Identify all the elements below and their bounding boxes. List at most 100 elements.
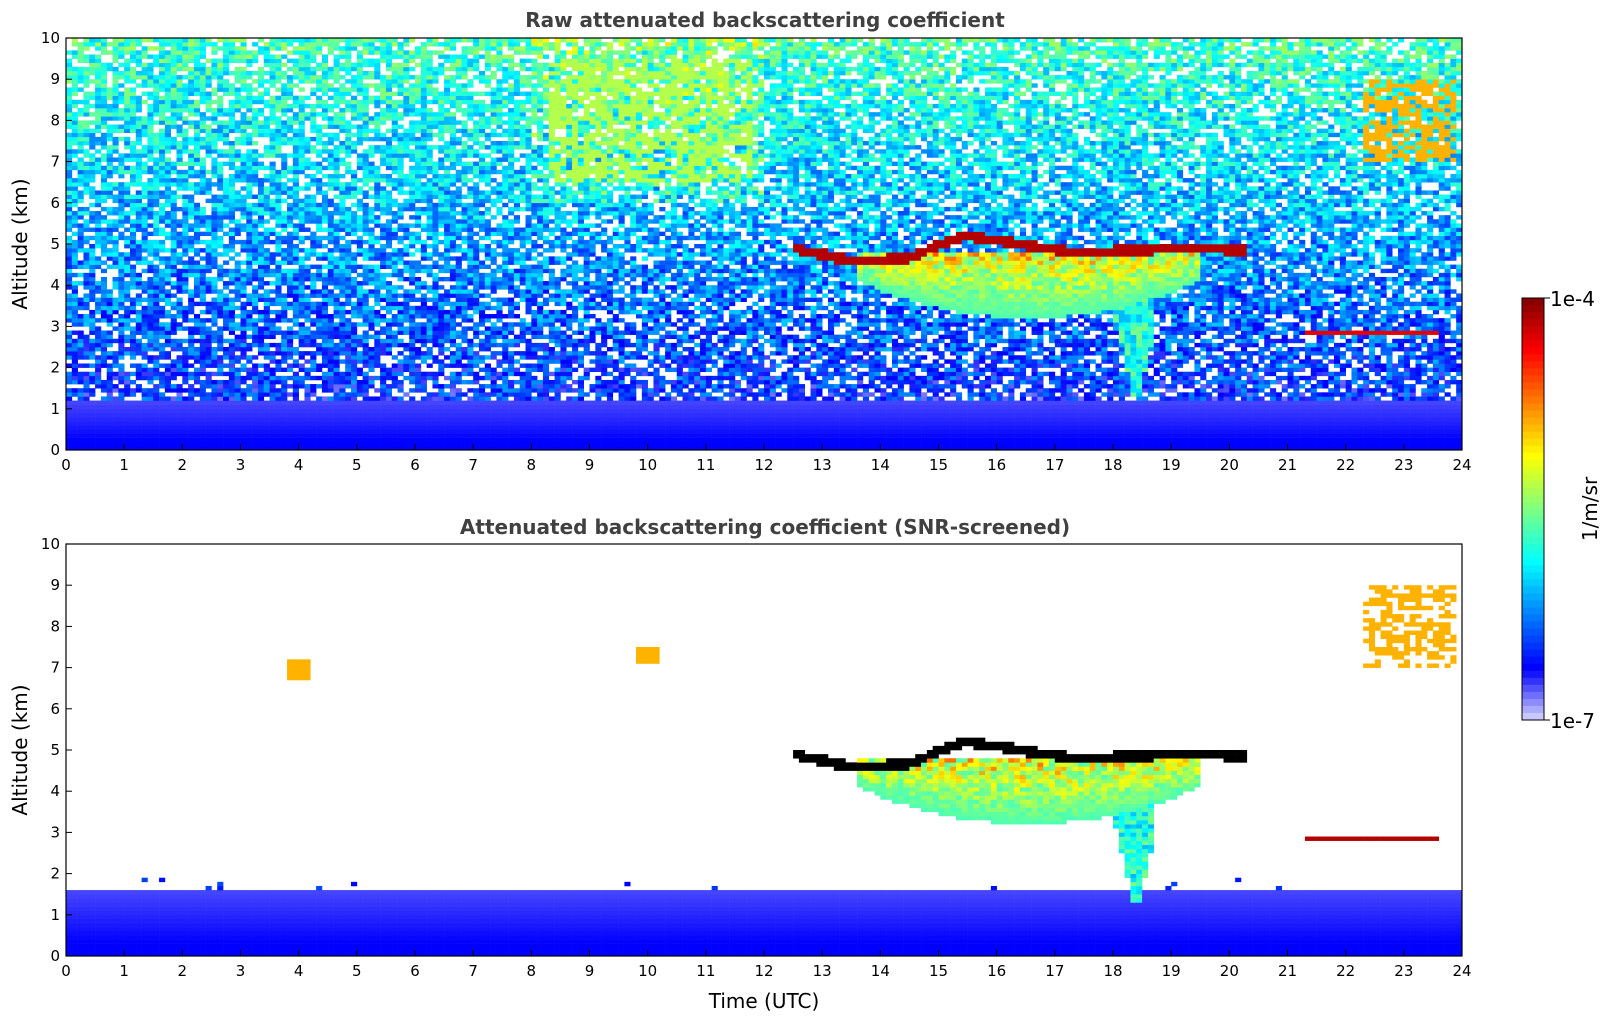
heatmap-cell xyxy=(118,232,124,236)
heatmap-cell xyxy=(66,190,72,194)
heatmap-cell xyxy=(113,71,119,75)
heatmap-cell xyxy=(83,228,89,232)
heatmap-cell xyxy=(130,392,136,396)
heatmap-cell xyxy=(72,273,78,277)
heatmap-cell xyxy=(118,326,124,330)
heatmap-cell xyxy=(118,190,124,194)
heatmap-cell xyxy=(101,67,107,71)
heatmap-cell xyxy=(124,79,130,83)
heatmap-cell xyxy=(118,355,124,359)
heatmap-cell xyxy=(101,120,107,124)
heatmap-cell xyxy=(83,409,89,413)
heatmap-cell xyxy=(78,79,84,83)
heatmap-cell xyxy=(89,190,95,194)
heatmap-cell xyxy=(124,384,130,388)
heatmap-cell xyxy=(118,54,124,58)
heatmap-cell xyxy=(72,120,78,124)
heatmap-cell xyxy=(101,112,107,116)
heatmap-cell xyxy=(83,120,89,124)
heatmap-cell xyxy=(89,145,95,149)
heatmap-cell xyxy=(95,244,101,248)
heatmap-cell xyxy=(130,405,136,409)
heatmap-cell xyxy=(72,289,78,293)
heatmap-cell xyxy=(72,421,78,425)
heatmap-cell xyxy=(118,182,124,186)
heatmap-cell xyxy=(107,87,113,91)
heatmap-cell xyxy=(107,195,113,199)
heatmap-cell xyxy=(107,219,113,223)
heatmap-cell xyxy=(118,269,124,273)
heatmap-cell xyxy=(130,318,136,322)
heatmap-cell xyxy=(89,59,95,63)
heatmap-cell xyxy=(107,351,113,355)
heatmap-cell xyxy=(107,425,113,429)
heatmap-cell xyxy=(124,108,130,112)
heatmap-cell xyxy=(101,355,107,359)
heatmap-cell xyxy=(124,236,130,240)
heatmap-cell xyxy=(66,112,72,116)
heatmap-cell xyxy=(101,75,107,79)
heatmap-cell xyxy=(124,293,130,297)
heatmap-cell xyxy=(89,388,95,392)
heatmap-cell xyxy=(83,162,89,166)
heatmap-cell xyxy=(78,223,84,227)
heatmap-cell xyxy=(66,388,72,392)
heatmap-cell xyxy=(107,265,113,269)
heatmap-cell xyxy=(95,289,101,293)
heatmap-cell xyxy=(89,92,95,96)
heatmap-cell xyxy=(78,318,84,322)
heatmap-cell xyxy=(83,104,89,108)
heatmap-cell xyxy=(113,363,119,367)
heatmap-cell xyxy=(118,405,124,409)
heatmap-cell xyxy=(113,438,119,442)
heatmap-cell xyxy=(72,125,78,129)
heatmap-cell xyxy=(113,87,119,91)
heatmap-cell xyxy=(66,372,72,376)
heatmap-cell xyxy=(66,265,72,269)
heatmap-cell xyxy=(95,116,101,120)
heatmap-cell xyxy=(118,351,124,355)
heatmap-cell xyxy=(83,137,89,141)
heatmap-cell xyxy=(89,153,95,157)
heatmap-cell xyxy=(89,273,95,277)
heatmap-cell xyxy=(89,174,95,178)
heatmap-cell xyxy=(107,129,113,133)
heatmap-cell xyxy=(118,116,124,120)
heatmap-cell xyxy=(124,429,130,433)
heatmap-cell xyxy=(113,260,119,264)
heatmap-cell xyxy=(78,347,84,351)
heatmap-cell xyxy=(113,425,119,429)
heatmap-cell xyxy=(113,100,119,104)
heatmap-cell xyxy=(118,380,124,384)
heatmap-cell xyxy=(124,260,130,264)
heatmap-cell xyxy=(83,438,89,442)
heatmap-cell xyxy=(72,211,78,215)
heatmap-cell xyxy=(95,195,101,199)
heatmap-cell xyxy=(101,318,107,322)
heatmap-cell xyxy=(72,409,78,413)
heatmap-cell xyxy=(83,339,89,343)
heatmap-cell xyxy=(89,215,95,219)
heatmap-cell xyxy=(124,438,130,442)
heatmap-cell xyxy=(78,141,84,145)
heatmap-cell xyxy=(66,141,72,145)
heatmap-cell xyxy=(118,153,124,157)
heatmap-cell xyxy=(107,434,113,438)
heatmap-cell xyxy=(124,417,130,421)
heatmap-cell xyxy=(83,260,89,264)
heatmap-cell xyxy=(113,137,119,141)
raw-heatmap xyxy=(66,38,1462,450)
heatmap-cell xyxy=(113,199,119,203)
heatmap-cell xyxy=(83,256,89,260)
heatmap-cell xyxy=(118,302,124,306)
heatmap-cell xyxy=(83,133,89,137)
heatmap-cell xyxy=(83,46,89,50)
heatmap-cell xyxy=(72,256,78,260)
heatmap-cell xyxy=(83,75,89,79)
heatmap-cell xyxy=(78,145,84,149)
heatmap-cell xyxy=(130,211,136,215)
heatmap-cell xyxy=(113,182,119,186)
heatmap-cell xyxy=(124,372,130,376)
heatmap-cell xyxy=(101,442,107,446)
heatmap-cell xyxy=(107,112,113,116)
